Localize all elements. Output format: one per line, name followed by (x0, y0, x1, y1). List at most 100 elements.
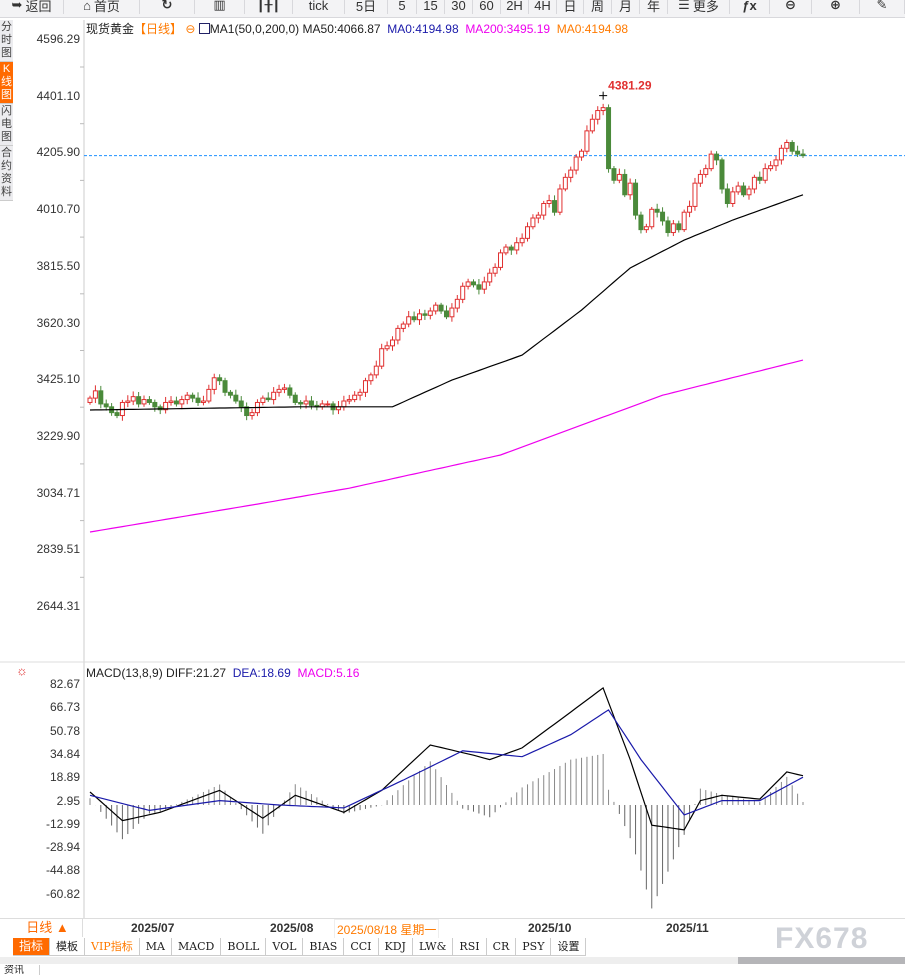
scrollbar-thumb[interactable] (738, 957, 905, 964)
toolbar-candlestick-button[interactable]: ┃╂┃ (245, 0, 293, 14)
candle-body (692, 182, 698, 207)
candle-body (352, 394, 358, 401)
menu-icon: ☰ (678, 0, 690, 12)
high-price-label: 4381.29 (608, 79, 652, 93)
candle-body (724, 188, 730, 204)
toolbar-bar-chart-button[interactable]: ▥ (195, 0, 245, 14)
candle-body (665, 220, 671, 234)
macd-tick-label: -44.88 (45, 863, 80, 878)
period-button[interactable]: 日线 ▲ (13, 919, 83, 937)
candle-body (751, 176, 757, 190)
candle-body (200, 400, 206, 403)
indicator-tab[interactable]: BOLL (221, 938, 267, 955)
candle-body (573, 156, 579, 171)
candle-body (341, 400, 347, 408)
toolbar-function-fx-button[interactable]: ƒx (730, 0, 770, 14)
diff-line (89, 686, 804, 831)
candle-body (325, 403, 331, 406)
side-tabs: 分时图 K线图 闪电图 合约资料 (0, 20, 13, 201)
candle-body (125, 400, 131, 403)
indicator-tab[interactable]: LW& (412, 938, 454, 955)
price-tick-label: 3815.50 (36, 258, 80, 273)
candle-body (379, 348, 385, 367)
date-axis: 日线 ▲ 2025/07 2025/08 2025/08/18 星期一 2025… (0, 918, 905, 940)
indicator-tab[interactable]: CR (486, 938, 517, 955)
candle-body (265, 397, 271, 401)
toolbar: ➥ 返回 ⌂ 首页 ↻ ▥ ┃╂┃ tick 5日 5 15 30 60 2H 4H 日周月年 ☰ 更多 ƒx ⊖ ⊕ ✎ (0, 0, 905, 18)
indicator-tab[interactable]: 指标 (13, 938, 51, 955)
toolbar-home-button[interactable]: ⌂ 首页 (64, 0, 140, 14)
settings-icon[interactable]: ⊖ (185, 22, 196, 36)
side-tab[interactable]: K线图 (0, 62, 13, 104)
indicator-tab[interactable]: VIP指标 (85, 938, 140, 955)
candle-body (346, 399, 352, 402)
candle-body (244, 406, 250, 417)
toolbar-period-日-button[interactable]: 日 (557, 0, 584, 14)
candle-body (719, 159, 725, 190)
candle-body (778, 147, 784, 161)
candle-body (179, 399, 185, 405)
toolbar-period-4H-button[interactable]: 4H (529, 0, 557, 14)
macd-tick-label: -12.99 (45, 816, 80, 831)
toolbar-period-60-button[interactable]: 60 (473, 0, 501, 14)
side-tab[interactable]: 闪电图 (0, 104, 13, 146)
side-tab[interactable]: 分时图 (0, 20, 13, 62)
candle-body (616, 173, 622, 181)
toolbar-refresh-button[interactable]: ↻ (140, 0, 195, 14)
chart-canvas[interactable]: 4381.29 (0, 0, 905, 918)
candle-body (260, 397, 266, 403)
indicator-tab[interactable]: 设置 (551, 938, 587, 955)
indicator-icon[interactable] (198, 23, 210, 34)
indicator-tab[interactable]: CCI (344, 938, 379, 955)
toolbar-back-arrow-button[interactable]: ➥ 返回 (0, 0, 64, 14)
toolbar-period-年-button[interactable]: 年 (640, 0, 668, 14)
candle-body (287, 387, 293, 396)
toolbar-period-30-button[interactable]: 30 (445, 0, 473, 14)
toolbar-period-5-button[interactable]: 5 (388, 0, 417, 14)
macd-settings-icon[interactable]: ☼ (16, 663, 28, 678)
indicator-tab[interactable]: 模板 (50, 938, 86, 955)
price-tick-label: 2839.51 (36, 542, 80, 557)
scrollbar-track[interactable] (0, 957, 905, 964)
candle-body (384, 345, 390, 350)
toolbar-period-周-button[interactable]: 周 (584, 0, 612, 14)
indicator-tab[interactable]: VOL (266, 938, 304, 955)
price-tick-label: 4596.29 (36, 32, 80, 46)
candle-body (530, 217, 536, 228)
candle-body (492, 266, 498, 274)
indicator-tab[interactable]: PSY (516, 938, 552, 955)
candle-body (697, 173, 703, 184)
indicator-tab[interactable]: MACD (171, 938, 222, 955)
tab-news[interactable]: 资讯 (0, 965, 40, 975)
indicator-tab[interactable]: BIAS (303, 938, 345, 955)
candle-body (92, 390, 98, 399)
candle-body (541, 202, 547, 216)
candle-body (130, 396, 136, 402)
toolbar-period-5日-button[interactable]: 5日 (345, 0, 388, 14)
indicator-tab[interactable]: MA (139, 938, 172, 955)
candle-body (190, 394, 196, 399)
toolbar-zoom-out-button[interactable]: ⊖ (770, 0, 812, 14)
candle-body (687, 205, 693, 213)
toolbar-period-15-button[interactable]: 15 (417, 0, 445, 14)
candle-body (714, 153, 720, 161)
indicator-tab[interactable]: RSI (453, 938, 487, 955)
candle-body (427, 310, 433, 316)
candle-body (298, 401, 304, 405)
toolbar-period-2H-button[interactable]: 2H (501, 0, 529, 14)
side-tab[interactable]: 合约资料 (0, 146, 13, 201)
toolbar-period-tick-button[interactable]: tick (293, 0, 345, 14)
candle-body (773, 159, 779, 167)
candle-body (589, 118, 595, 132)
toolbar-label: 30 (451, 0, 466, 13)
toolbar-menu-button[interactable]: ☰ 更多 (668, 0, 730, 14)
toolbar-zoom-in-button[interactable]: ⊕ (812, 0, 860, 14)
toolbar-label: 4H (534, 0, 551, 13)
candle-body (249, 412, 255, 417)
toolbar-period-月-button[interactable]: 月 (612, 0, 640, 14)
indicator-tab[interactable]: KDJ (378, 938, 413, 955)
date-label: 2025/08 (270, 921, 314, 935)
candle-body (498, 252, 504, 268)
date-label: 2025/11 (666, 921, 709, 935)
candle-body (503, 246, 509, 254)
